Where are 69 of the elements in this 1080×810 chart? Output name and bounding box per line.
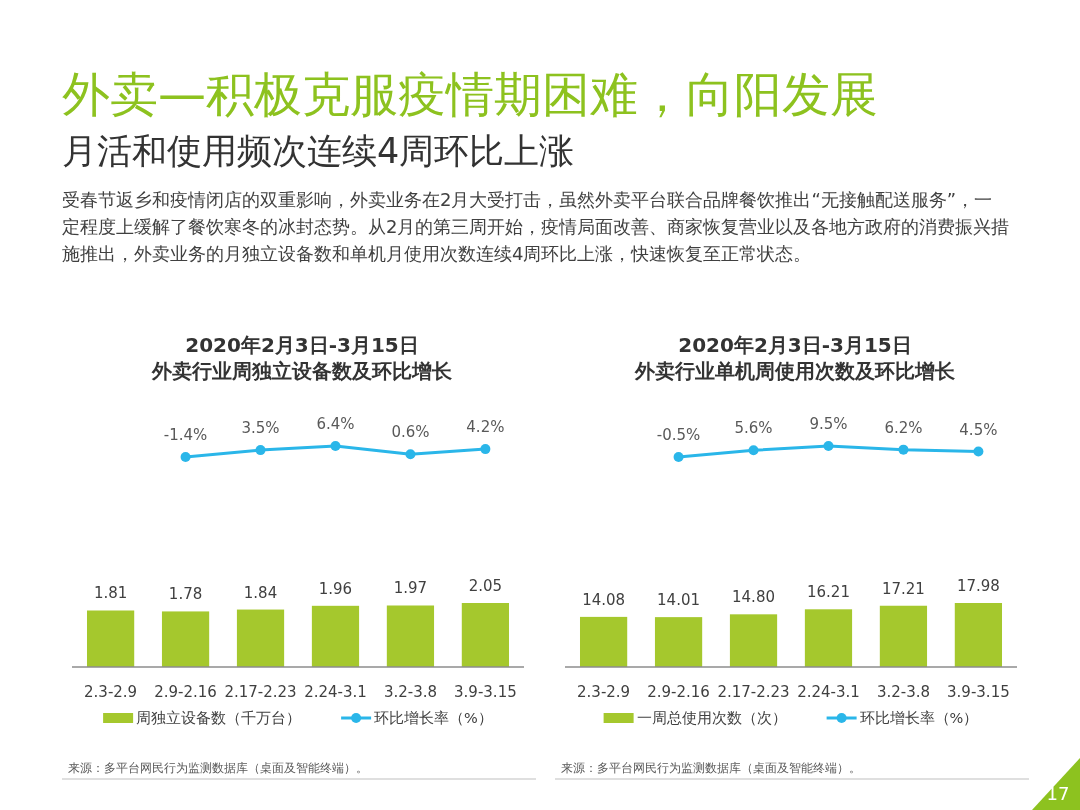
data-label: 17.98 — [956, 577, 1000, 595]
data-label: 14.08 — [582, 590, 626, 609]
data-label: 4.2% — [466, 418, 505, 437]
x-tick-label: 2.3-2.9 — [577, 683, 631, 701]
text: 月活和使用频次连续4周环比上涨 — [62, 131, 575, 171]
x-tick-label: 2.24-3.1 — [304, 683, 367, 701]
data-label: 1.81 — [93, 584, 128, 603]
point — [973, 446, 984, 457]
data-label: 2.05 — [468, 577, 503, 595]
data-label: 16.21 — [807, 583, 850, 602]
x-tick-label: 2.3-2.9 — [84, 683, 138, 701]
bar — [236, 609, 285, 667]
bar — [86, 610, 135, 667]
point — [898, 444, 909, 455]
point — [480, 444, 491, 455]
x-tick-label: 3.9-3.15 — [454, 683, 517, 701]
point — [180, 452, 191, 462]
x-tick-label: 2.24-3.1 — [797, 683, 860, 701]
chart-subtitle: 外卖行业周独立设备数及环比增长 — [151, 359, 453, 383]
data-label: 3.5% — [241, 419, 280, 438]
legend-label: 环比增长率（%） — [859, 710, 979, 726]
x-tick-label: 3.2-3.8 — [383, 683, 437, 701]
data-label: 5.6% — [734, 419, 773, 438]
data-label: 14.80 — [732, 588, 775, 607]
data-label: 0.6% — [391, 423, 430, 442]
x-tick-label: 2.17-2.23 — [717, 683, 790, 701]
x-tick-label: 2.9-2.16 — [154, 683, 217, 701]
bar — [804, 609, 853, 667]
x-tick-label: 3.2-3.8 — [876, 683, 930, 701]
bar — [654, 617, 703, 667]
chart-title: 2020年2月3日-3月15日 — [678, 333, 912, 357]
x-tick-label: 3.9-3.15 — [947, 683, 1010, 701]
source-note: 来源：多平台网民行为监测数据库（桌面及智能终端）。 — [68, 761, 368, 775]
x-tick-label: 2.9-2.16 — [647, 683, 710, 701]
bar — [879, 605, 928, 667]
point — [255, 445, 266, 456]
chart-subtitle: 外卖行业单机周使用次数及环比增长 — [634, 359, 956, 383]
bar — [386, 605, 435, 667]
point — [673, 452, 684, 462]
point — [330, 441, 341, 451]
bar — [461, 603, 510, 667]
bar — [311, 605, 360, 667]
data-label: 1.96 — [318, 579, 353, 598]
data-label: 6.2% — [884, 418, 923, 437]
data-label: 6.4% — [316, 415, 355, 433]
data-label: 1.97 — [393, 579, 428, 598]
legend-label: 环比增长率（%） — [374, 710, 493, 726]
data-label: 1.84 — [243, 583, 278, 602]
legend-label: 周独立设备数（千万台） — [136, 710, 302, 726]
point — [823, 441, 834, 451]
data-label: 1.78 — [168, 585, 203, 604]
data-label: 9.5% — [809, 415, 848, 433]
data-label: -1.4% — [163, 426, 208, 444]
legend-label: 一周总使用次数（次） — [636, 710, 787, 726]
data-label: 4.5% — [959, 420, 998, 439]
data-label: 14.01 — [657, 591, 701, 610]
point — [748, 445, 759, 456]
text: 受春节返乡和疫情闭店的双重影响，外卖业务在2月大受打击，虽然外卖平台联合品牌餐饮推出“无接触配送服务”，一定程度上缓解了餐饮寒冬的冰封态势。从2月的第三周开始，疫情局面改善、商家恢复营业以及各地方政府的消费振兴措施推出，外卖业务的月独立设备数和单机月使用次数连续4周环比上涨，快速恢复至正常状态。 — [62, 189, 1010, 264]
text: 外卖—积极克服疫情期困难，向阳发展 — [62, 66, 878, 122]
bar — [729, 614, 778, 667]
data-label: -0.5% — [656, 426, 701, 444]
source-note: 来源：多平台网民行为监测数据库（桌面及智能终端）。 — [561, 761, 861, 775]
bar — [579, 616, 628, 667]
x-tick-label: 2.17-2.23 — [224, 683, 297, 701]
bar — [954, 603, 1003, 667]
bar — [161, 611, 210, 667]
point — [405, 449, 416, 460]
data-label: 17.21 — [881, 579, 925, 598]
chart-title: 2020年2月3日-3月15日 — [185, 333, 419, 357]
